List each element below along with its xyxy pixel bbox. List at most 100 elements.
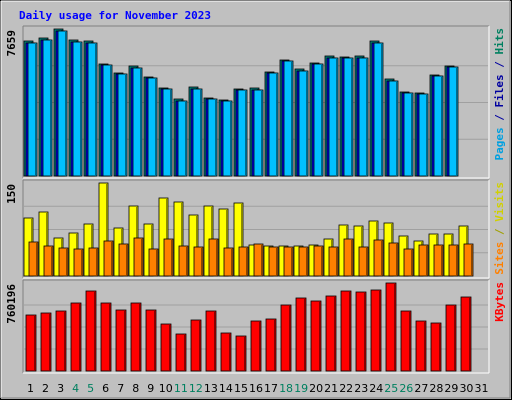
bar-face bbox=[42, 39, 53, 177]
bar-face bbox=[190, 319, 202, 372]
bar-face bbox=[178, 245, 189, 277]
bar-shade bbox=[306, 248, 308, 276]
panels-layer: 7659 Pages / Files / Hits 150 Sites / Visit… bbox=[5, 25, 506, 374]
bar-face bbox=[355, 291, 367, 372]
bar-middle-series-2-day-3 bbox=[58, 247, 69, 277]
bar-bottom-series-1-day-10 bbox=[160, 323, 172, 372]
bar-face bbox=[98, 182, 109, 277]
bar-face bbox=[418, 244, 429, 277]
bar-shade bbox=[95, 44, 97, 176]
bar-face bbox=[218, 208, 229, 277]
bar-shade bbox=[94, 292, 96, 371]
day-tick-label-3: 3 bbox=[57, 382, 64, 395]
bar-shade bbox=[216, 240, 218, 276]
bar-shade bbox=[50, 41, 52, 176]
bar-shade bbox=[274, 320, 276, 371]
bar-middle-series-2-day-13 bbox=[208, 238, 219, 277]
day-tick-label-12: 12 bbox=[189, 382, 203, 395]
bar-shade bbox=[456, 68, 458, 176]
bar-face bbox=[55, 310, 67, 372]
bar-shade bbox=[364, 293, 366, 371]
bar-face bbox=[328, 246, 339, 277]
bar-face bbox=[72, 41, 83, 177]
day-tick-label-18: 18 bbox=[279, 382, 293, 395]
bar-face bbox=[193, 246, 204, 277]
bar-bottom-series-1-day-20 bbox=[310, 300, 322, 372]
bar-shade bbox=[125, 75, 127, 176]
day-tick-label-9: 9 bbox=[147, 382, 154, 395]
bar-face bbox=[115, 309, 127, 372]
bar-top-series-3-day-21 bbox=[328, 57, 339, 177]
bar-bottom-series-1-day-30 bbox=[460, 296, 472, 372]
day-tick-label-1: 1 bbox=[27, 382, 34, 395]
bar-shade bbox=[199, 321, 201, 371]
bar-bottom-series-1-day-22 bbox=[340, 290, 352, 372]
bar-middle-series-2-day-26 bbox=[403, 248, 414, 277]
day-tick-label-22: 22 bbox=[339, 382, 353, 395]
bar-face bbox=[102, 64, 113, 177]
day-tick-label-27: 27 bbox=[414, 382, 428, 395]
bar-shade bbox=[351, 240, 353, 276]
bar-face bbox=[358, 246, 369, 277]
bar-shade bbox=[140, 69, 142, 176]
bar-top-series-3-day-7 bbox=[117, 73, 128, 177]
bar-face bbox=[237, 89, 248, 177]
day-tick-label-23: 23 bbox=[354, 382, 368, 395]
bar-face bbox=[298, 70, 309, 177]
legend-entry: / bbox=[493, 108, 506, 128]
bar-face bbox=[207, 98, 218, 177]
legend-entry: KBytes bbox=[493, 282, 506, 322]
bar-bottom-series-1-day-3 bbox=[55, 310, 67, 372]
bar-top-series-3-day-26 bbox=[403, 92, 414, 177]
bar-shade bbox=[396, 82, 398, 176]
bar-shade bbox=[96, 249, 98, 276]
bar-shade bbox=[184, 335, 186, 371]
bar-face bbox=[73, 248, 84, 277]
bar-shade bbox=[241, 204, 243, 276]
bar-top-series-3-day-3 bbox=[57, 30, 68, 177]
bar-face bbox=[57, 30, 68, 177]
bar-shade bbox=[379, 291, 381, 371]
bar-top-series-3-day-2 bbox=[42, 39, 53, 177]
bar-bottom-series-1-day-21 bbox=[325, 295, 337, 372]
bar-shade bbox=[36, 243, 38, 276]
bar-bottom-series-1-day-19 bbox=[295, 297, 307, 372]
bar-middle-series-2-day-15 bbox=[238, 246, 249, 277]
day-tick-label-10: 10 bbox=[159, 382, 173, 395]
bar-shade bbox=[426, 95, 428, 176]
bar-middle-series-2-day-8 bbox=[133, 237, 144, 277]
bar-face bbox=[328, 57, 339, 177]
bar-shade bbox=[471, 245, 473, 276]
bar-middle-series-2-day-5 bbox=[88, 247, 99, 277]
bar-face bbox=[220, 332, 232, 372]
bar-shade bbox=[185, 102, 187, 176]
panel-legend: KBytes bbox=[493, 282, 506, 322]
bar-top-series-3-day-13 bbox=[207, 98, 218, 177]
bar-shade bbox=[244, 337, 246, 371]
bar-shade bbox=[196, 216, 198, 276]
bar-face bbox=[100, 302, 112, 372]
bar-face bbox=[148, 248, 159, 277]
bar-face bbox=[415, 320, 427, 372]
day-tick-label-25: 25 bbox=[384, 382, 398, 395]
bar-face bbox=[400, 310, 412, 372]
bar-shade bbox=[291, 248, 293, 276]
bar-face bbox=[460, 296, 472, 372]
bar-bottom-series-1-day-11 bbox=[175, 333, 187, 372]
legend-entry: / bbox=[493, 222, 506, 242]
bar-shade bbox=[111, 242, 113, 276]
bar-top-series-3-day-22 bbox=[343, 57, 354, 177]
bar-middle-series-2-day-6 bbox=[103, 240, 114, 277]
bar-face bbox=[103, 240, 114, 277]
bar-shade bbox=[424, 322, 426, 371]
bar-face bbox=[463, 243, 474, 277]
bar-face bbox=[87, 42, 98, 177]
chart-title: Daily usage for November 2023 bbox=[19, 9, 211, 22]
bar-shade bbox=[276, 248, 278, 276]
bar-face bbox=[160, 323, 172, 372]
bar-face bbox=[388, 242, 399, 277]
bar-top-series-3-day-17 bbox=[268, 72, 279, 177]
bar-middle-series-2-day-1 bbox=[28, 241, 39, 277]
